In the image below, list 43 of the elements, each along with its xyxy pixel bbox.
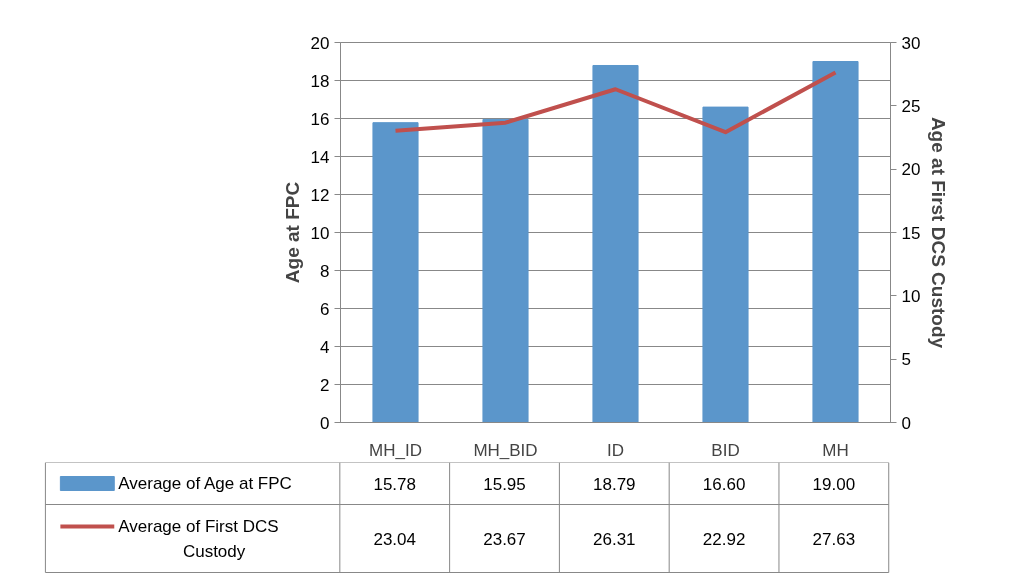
y-tick-label: 10	[310, 223, 330, 243]
data-label: 15.95	[483, 474, 526, 494]
y2-axis-title: Age at First DCS Custody	[928, 116, 950, 349]
y2-tick-label: 0	[901, 413, 911, 433]
y2-tick-label: 15	[901, 223, 921, 243]
y-tick-label: 0	[320, 413, 330, 433]
data-label: 23.67	[483, 529, 526, 549]
data-label: 23.04	[373, 529, 416, 549]
y-tick-label: 8	[320, 261, 330, 281]
y2-tick-label: 30	[901, 33, 921, 53]
y-tick-label: 12	[310, 185, 330, 205]
y2-tick-label: 5	[901, 350, 911, 370]
legend-label: Average of First DCS Custody	[118, 517, 279, 561]
bar	[592, 64, 639, 423]
data-label: 26.31	[593, 529, 636, 549]
y-axis-title: Age at FPC	[281, 181, 303, 284]
bar	[702, 106, 749, 423]
data-label: 18.79	[593, 474, 636, 494]
data-label: 22.92	[702, 529, 746, 549]
x-tick-label: ID	[607, 440, 624, 460]
x-tick-label: MH_BID	[473, 440, 538, 460]
y-tick-label: 20	[310, 33, 330, 53]
data-label: 16.60	[702, 474, 746, 494]
legend-label: Average of Age at FPC	[118, 474, 292, 493]
y2-tick-label: 10	[901, 286, 921, 306]
y-tick-label: 14	[310, 147, 330, 167]
line-series	[393, 70, 838, 135]
bar	[372, 122, 419, 423]
y2-tick-label: 25	[901, 96, 921, 116]
data-label: 27.63	[812, 529, 856, 549]
x-tick-label: BID	[711, 440, 740, 460]
data-label: 19.00	[812, 474, 856, 494]
y-tick-label: 18	[310, 71, 330, 91]
y-tick-label: 4	[320, 337, 330, 357]
x-tick-label: MH	[822, 440, 849, 460]
data-label: 15.78	[373, 474, 416, 494]
y-tick-label: 2	[320, 375, 330, 395]
bar	[812, 61, 859, 423]
y2-tick-label: 20	[901, 160, 921, 180]
y-tick-label: 16	[310, 109, 330, 129]
y-tick-label: 6	[320, 299, 330, 319]
x-tick-label: MH_ID	[369, 440, 422, 460]
bar	[482, 118, 529, 423]
